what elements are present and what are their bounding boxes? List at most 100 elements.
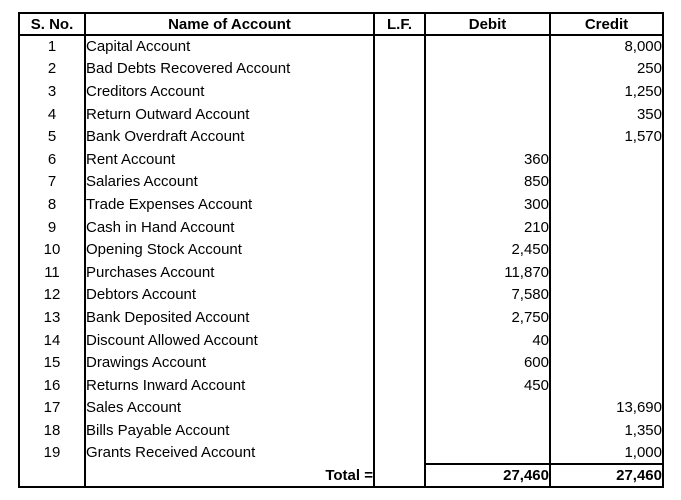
debit-cell: 210 — [424, 215, 550, 239]
credit-cell — [549, 283, 663, 307]
credit-cell: 8,000 — [549, 35, 663, 58]
header-sno: S. No. — [19, 13, 85, 36]
header-credit: Credit — [549, 13, 663, 36]
lf-cell — [373, 80, 425, 103]
table-row: 16 Returns Inward Account 450 — [19, 373, 663, 397]
account-name-cell: Sales Account — [84, 396, 374, 420]
account-name-cell: Opening Stock Account — [84, 238, 374, 261]
sno-cell: 4 — [47, 105, 57, 123]
credit-cell — [549, 238, 663, 261]
credit-cell: 1,570 — [549, 125, 663, 148]
table-row: 11 Purchases Account 11,870 — [19, 260, 663, 284]
lf-cell — [373, 238, 425, 261]
debit-cell: 360 — [424, 147, 550, 171]
table-row: 8 Trade Expenses Account 300 — [19, 193, 663, 216]
credit-cell: 1,350 — [549, 419, 663, 442]
credit-cell — [549, 215, 663, 239]
account-name-cell: Discount Allowed Account — [84, 328, 374, 352]
table-row: 3 Creditors Account 1,250 — [19, 80, 663, 103]
header-row: S. No. Name of Account L.F. Debit Credit — [19, 13, 663, 36]
table-row: 1 Capital Account 8,000 — [19, 35, 663, 58]
debit-cell — [424, 396, 550, 420]
lf-cell — [373, 373, 425, 397]
lf-cell — [373, 260, 425, 284]
account-name-cell: Grants Received Account — [84, 441, 374, 465]
account-name-cell: Rent Account — [84, 147, 374, 171]
table-footer: Total = 27,460 27,460 — [19, 463, 663, 487]
trial-balance-table: S. No. Name of Account L.F. Debit Credit… — [18, 12, 664, 488]
sno-cell: 9 — [47, 218, 57, 236]
sno-cell: 2 — [47, 60, 57, 78]
credit-cell — [549, 170, 663, 194]
account-name-cell: Bills Payable Account — [84, 419, 374, 442]
credit-cell: 350 — [549, 102, 663, 126]
table-row: 7 Salaries Account 850 — [19, 170, 663, 194]
header-lf: L.F. — [373, 13, 425, 36]
total-debit-cell: 27,460 — [424, 463, 550, 487]
debit-cell: 450 — [424, 373, 550, 397]
debit-cell: 300 — [424, 193, 550, 216]
table-row: 12 Debtors Account 7,580 — [19, 283, 663, 307]
account-name-cell: Drawings Account — [84, 351, 374, 374]
table-row: 19 Grants Received Account 1,000 — [19, 441, 663, 465]
credit-cell — [549, 351, 663, 374]
debit-cell — [424, 80, 550, 103]
credit-cell: 1,000 — [549, 441, 663, 465]
sno-cell: 3 — [47, 82, 57, 100]
lf-cell — [373, 125, 425, 148]
lf-cell — [373, 351, 425, 374]
lf-cell — [373, 283, 425, 307]
lf-cell — [373, 306, 425, 329]
credit-cell — [549, 193, 663, 216]
debit-cell — [424, 35, 550, 58]
account-name-cell: Bank Deposited Account — [84, 306, 374, 329]
table-row: 15 Drawings Account 600 — [19, 351, 663, 374]
credit-cell: 250 — [549, 57, 663, 81]
lf-cell — [373, 102, 425, 126]
sno-cell: 10 — [43, 241, 61, 259]
total-credit-cell: 27,460 — [549, 463, 663, 487]
account-name-cell: Returns Inward Account — [84, 373, 374, 397]
header-name: Name of Account — [84, 13, 374, 36]
total-row: Total = 27,460 27,460 — [19, 463, 663, 487]
lf-cell — [373, 328, 425, 352]
lf-cell — [373, 396, 425, 420]
sno-cell: 19 — [43, 444, 61, 462]
lf-cell — [373, 193, 425, 216]
total-lf-cell — [373, 464, 425, 487]
lf-cell — [373, 147, 425, 171]
sno-cell: 5 — [47, 128, 57, 146]
sno-cell: 18 — [43, 421, 61, 439]
account-name-cell: Salaries Account — [84, 170, 374, 194]
account-name-cell: Purchases Account — [84, 260, 374, 284]
account-name-cell: Debtors Account — [84, 283, 374, 307]
account-name-cell: Cash in Hand Account — [84, 215, 374, 239]
account-name-cell: Return Outward Account — [84, 102, 374, 126]
sno-cell: 6 — [47, 150, 57, 168]
sno-cell: 16 — [43, 376, 61, 394]
account-name-cell: Trade Expenses Account — [84, 193, 374, 216]
debit-cell: 850 — [424, 170, 550, 194]
table-row: 18 Bills Payable Account 1,350 — [19, 419, 663, 442]
credit-cell: 1,250 — [549, 80, 663, 103]
credit-cell — [549, 373, 663, 397]
sno-cell: 17 — [43, 399, 61, 417]
debit-cell: 2,450 — [424, 238, 550, 261]
credit-cell — [549, 147, 663, 171]
table-row: 17 Sales Account 13,690 — [19, 396, 663, 420]
debit-cell: 7,580 — [424, 283, 550, 307]
table-row: 2 Bad Debts Recovered Account 250 — [19, 57, 663, 81]
total-label: Total = — [84, 464, 374, 487]
header-debit: Debit — [424, 13, 550, 36]
table-row: 6 Rent Account 360 — [19, 147, 663, 171]
account-name-cell: Bank Overdraft Account — [84, 125, 374, 148]
debit-cell — [424, 441, 550, 465]
sno-cell: 11 — [44, 263, 60, 281]
lf-cell — [373, 57, 425, 81]
lf-cell — [373, 441, 425, 465]
credit-cell: 13,690 — [549, 396, 663, 420]
sno-cell: 13 — [43, 308, 61, 326]
credit-cell — [549, 306, 663, 329]
debit-cell — [424, 57, 550, 81]
